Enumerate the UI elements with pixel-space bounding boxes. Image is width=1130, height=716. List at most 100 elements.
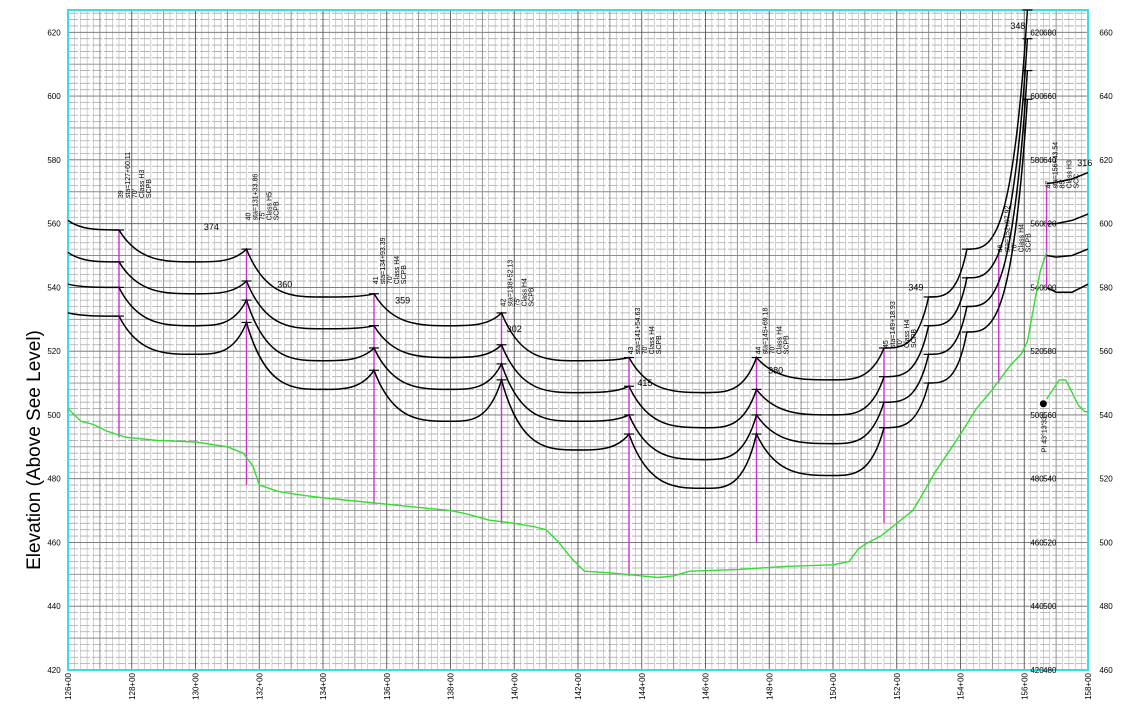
structure-label: 46sta=152+97.9270'Class H4SCPB — [998, 206, 1033, 253]
structure-label-line: sta=149+18.93 — [890, 301, 897, 348]
y-tick-label-left: 480 — [47, 475, 61, 484]
inner-tick-label: 540 — [1043, 475, 1057, 484]
span-length-label: 374 — [204, 222, 219, 232]
structure-label-line: Class H5 — [267, 192, 274, 221]
structure-label: 43sta=141+54.6370'Class H4SCPB — [628, 308, 663, 355]
structure-label-line: SCPB — [784, 335, 791, 354]
structure-label-line: sta=156+43.54 — [1053, 142, 1060, 189]
structure-label-line: SCPB — [274, 201, 281, 220]
inner-tick-label: 600 — [1043, 283, 1057, 292]
span-length-label: 302 — [507, 324, 522, 334]
structure-label-line: 43 — [628, 346, 635, 354]
structure-label-line: 70' — [770, 345, 777, 354]
structure-label-line: SCPB — [911, 329, 918, 348]
structure-label-line: 42 — [501, 299, 508, 307]
y-tick-label-right: 500 — [1099, 538, 1113, 547]
inner-tick-label: 500 — [1043, 602, 1057, 611]
structure-label-line: 75' — [515, 297, 522, 306]
x-tick-label: 140+00 — [510, 672, 519, 699]
y-tick-label-right: 620 — [1099, 156, 1113, 165]
structure-label-line: Class H4 — [522, 278, 529, 307]
structure-label: 39sta=127+60.1170'Class H3SCPB — [118, 152, 153, 198]
structure-label-line: 40 — [246, 213, 253, 221]
structure-label-line: Class H4 — [777, 326, 784, 355]
structure-label-line: 70' — [132, 189, 139, 198]
structure-label-line: 85' — [1060, 179, 1067, 188]
span-length-label: 349 — [908, 283, 923, 293]
x-tick-label: 148+00 — [765, 672, 774, 699]
y-tick-label-left: 420 — [47, 666, 61, 675]
inner-tick-label: 480 — [1030, 475, 1044, 484]
y-tick-label-left: 500 — [47, 411, 61, 420]
x-tick-label: 130+00 — [192, 672, 201, 699]
structure-label-line: sta=134+93.39 — [380, 237, 387, 284]
structure-label-line: 41 — [373, 276, 380, 284]
inner-tick-label: 640 — [1043, 156, 1057, 165]
structure-label-line: 39 — [118, 190, 125, 198]
right-profile-segment — [1046, 171, 1089, 185]
y-tick-label-right: 520 — [1099, 475, 1113, 484]
structure-label: 40sta=131+33.8675'Class H5SCPB — [246, 174, 281, 221]
right-profile-segment — [1046, 213, 1089, 225]
x-tick-label: 136+00 — [383, 672, 392, 699]
structure-label-line: Class H4 — [904, 319, 911, 348]
y-tick-label-left: 580 — [47, 156, 61, 165]
inner-tick-label: 580 — [1030, 156, 1044, 165]
y-tick-label-right: 580 — [1099, 283, 1113, 292]
span-length-label: 380 — [768, 365, 783, 375]
ground-profile-line — [67, 252, 1048, 579]
inner-tick-label: 500 — [1030, 411, 1044, 420]
x-tick-label: 144+00 — [638, 672, 647, 699]
structure-label-line: sta=145+69.18 — [763, 308, 770, 355]
y-tick-label-right: 460 — [1099, 666, 1113, 675]
y-tick-label-left: 560 — [47, 220, 61, 229]
span-length-label: 316 — [1077, 158, 1092, 168]
x-tick-label: 156+00 — [1020, 672, 1029, 699]
grid — [67, 10, 1089, 671]
structure-label-line: SCPB — [1026, 233, 1033, 252]
structure-label-line: SCPB — [401, 265, 408, 284]
pi-marker — [1039, 400, 1047, 408]
right-profile-segment — [1046, 248, 1089, 258]
y-tick-label-right: 660 — [1099, 28, 1113, 37]
structure-label-line: SCPB — [529, 287, 536, 306]
right-profile-segment — [1046, 283, 1089, 293]
structure-label-line: sta=131+33.86 — [253, 174, 260, 221]
x-tick-label: 146+00 — [702, 672, 711, 699]
structure-label-line: 45 — [883, 340, 890, 348]
y-tick-label-left: 520 — [47, 347, 61, 356]
y-tick-label-right: 480 — [1099, 602, 1113, 611]
structure-label-line: 47 — [1046, 181, 1053, 189]
x-tick-label: 152+00 — [893, 672, 902, 699]
structure-label-line: Class H3 — [1067, 160, 1074, 189]
inner-tick-label: 660 — [1043, 92, 1057, 101]
structure-label: 41sta=134+93.3970'Class H4SCPB — [373, 237, 408, 284]
inner-tick-label: 580 — [1043, 347, 1057, 356]
structure-label-line: 75' — [260, 211, 267, 220]
structure-label-line: 46 — [998, 244, 1005, 252]
structure-label-line: SCPB — [656, 335, 663, 354]
profile-curve — [67, 70, 1029, 461]
ground-profile-line — [1046, 379, 1088, 413]
x-tick-label: 142+00 — [574, 672, 583, 699]
structure-label-line: 70' — [387, 275, 394, 284]
y-tick-label-left: 540 — [47, 283, 61, 292]
structure-label-line: 70' — [1012, 243, 1019, 252]
structure-label-line: 70' — [642, 345, 649, 354]
x-tick-label: 132+00 — [255, 672, 264, 699]
x-tick-label: 138+00 — [447, 672, 456, 699]
span-length-label: 359 — [395, 295, 410, 305]
x-tick-label: 126+00 — [64, 672, 73, 699]
structure-label: 47sta=156+43.5485'Class H3SCC — [1046, 142, 1081, 189]
inner-tick-label: 560 — [1030, 220, 1044, 229]
structure-label-line: sta=141+54.63 — [635, 308, 642, 355]
y-tick-label-right: 560 — [1099, 347, 1113, 356]
inner-tick-label: 440 — [1030, 602, 1044, 611]
structure-label-line: SCPB — [146, 179, 153, 198]
y-tick-label-left: 440 — [47, 602, 61, 611]
span-length-label: 415 — [637, 378, 652, 388]
inner-tick-label: 520 — [1043, 538, 1057, 547]
profile-curve — [67, 99, 1029, 490]
structure-label: 42sta=138+52.1375'Class H4SCPB — [501, 260, 536, 307]
y-tick-label-left: 600 — [47, 92, 61, 101]
